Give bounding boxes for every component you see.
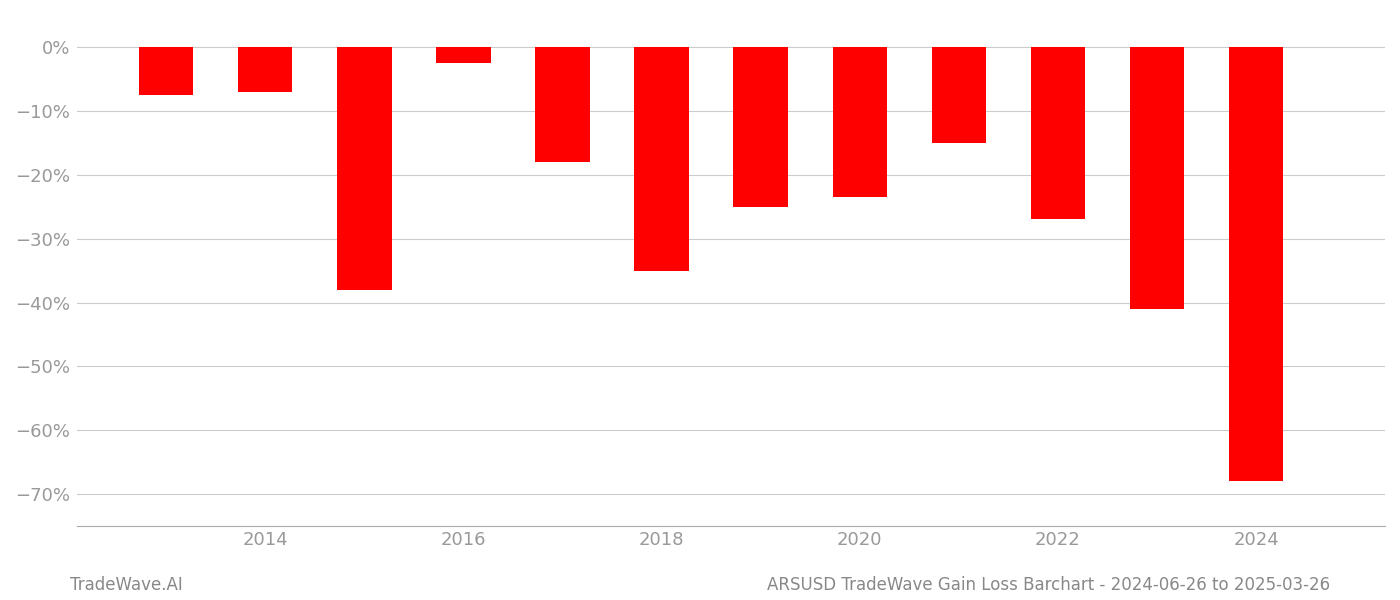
Bar bbox=[833, 47, 888, 197]
Bar bbox=[437, 47, 490, 63]
Bar bbox=[931, 47, 986, 143]
Bar bbox=[535, 47, 589, 162]
Text: ARSUSD TradeWave Gain Loss Barchart - 2024-06-26 to 2025-03-26: ARSUSD TradeWave Gain Loss Barchart - 20… bbox=[767, 576, 1330, 594]
Bar bbox=[139, 47, 193, 95]
Bar bbox=[1030, 47, 1085, 220]
Bar bbox=[337, 47, 392, 290]
Text: TradeWave.AI: TradeWave.AI bbox=[70, 576, 183, 594]
Bar bbox=[1130, 47, 1184, 309]
Bar bbox=[238, 47, 293, 92]
Bar bbox=[1229, 47, 1284, 481]
Bar bbox=[634, 47, 689, 271]
Bar bbox=[734, 47, 788, 206]
